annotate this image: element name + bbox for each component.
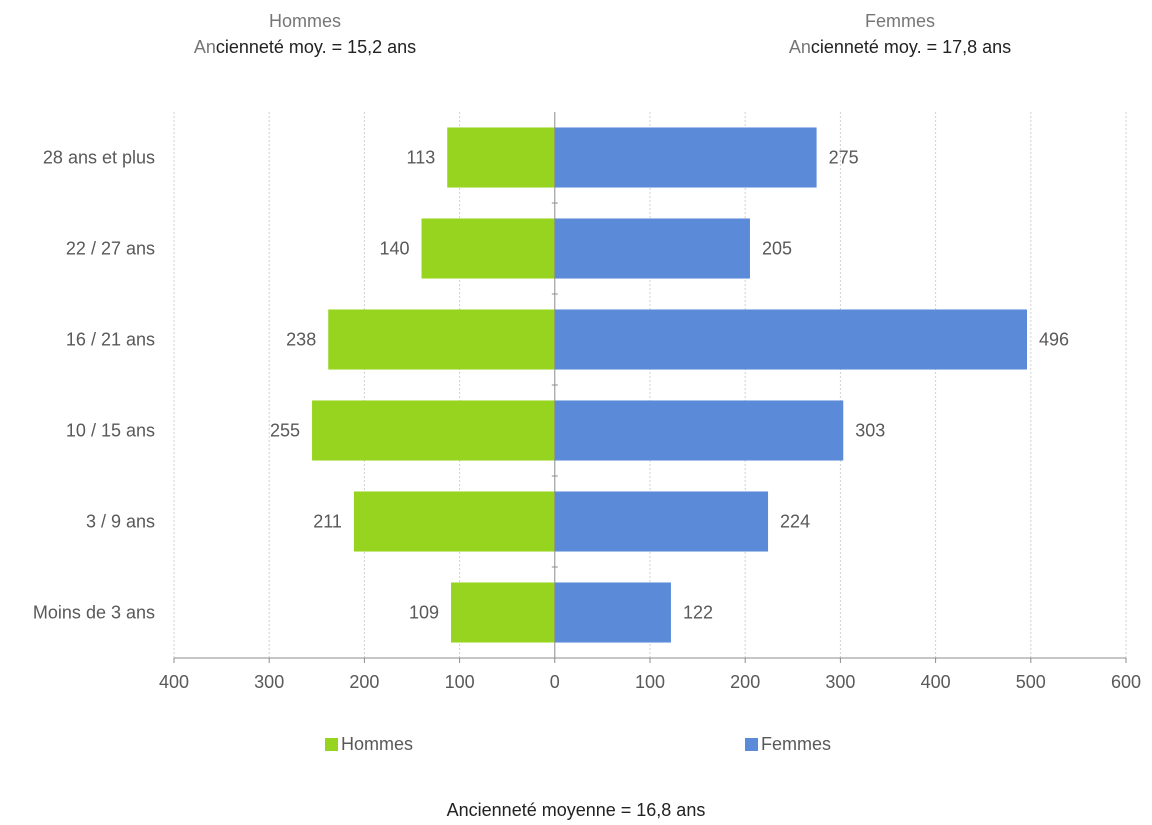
data-label-hommes: 109 <box>409 603 439 623</box>
header-femmes-average-prefix: An <box>788 37 811 57</box>
data-label-hommes: 140 <box>379 239 409 259</box>
data-label-hommes: 211 <box>313 512 342 532</box>
legend-label-hommes: Hommes <box>341 734 414 754</box>
legend-label-femmes: Femmes <box>761 734 832 754</box>
header-femmes-average: Ancienneté moy. = 17,8 ans <box>705 34 1095 60</box>
category-label: Moins de 3 ans <box>33 603 155 623</box>
header-hommes-average: Ancienneté moy. = 15,2 ans <box>110 34 500 60</box>
x-tick-label: 500 <box>1016 672 1046 692</box>
x-tick-label: 200 <box>730 672 760 692</box>
data-label-femmes: 303 <box>855 421 885 441</box>
footer-average: Ancienneté moyenne = 16,8 ans <box>446 800 706 820</box>
bar-femmes <box>554 127 817 188</box>
data-label-femmes: 275 <box>829 148 859 168</box>
header-femmes: Femmes Ancienneté moy. = 17,8 ans <box>705 8 1095 60</box>
bar-hommes <box>312 400 555 461</box>
header-hommes: Hommes Ancienneté moy. = 15,2 ans <box>110 8 500 60</box>
category-label: 22 / 27 ans <box>66 239 155 259</box>
header-hommes-title: Hommes <box>268 11 341 31</box>
x-tick-label: 200 <box>349 672 379 692</box>
data-label-femmes: 205 <box>762 239 792 259</box>
x-tick-label: 100 <box>635 672 665 692</box>
data-label-hommes: 113 <box>407 148 436 168</box>
bar-hommes <box>328 309 555 370</box>
pyramid-chart: 400 300 200 100 0 100 200 300 400 500 600 28 ans et… <box>33 112 1141 692</box>
x-tick-label: 0 <box>550 672 560 692</box>
data-label-femmes: 224 <box>780 512 810 532</box>
x-tick-label: 300 <box>254 672 284 692</box>
legend-item-femmes: Femmes <box>745 734 831 755</box>
data-label-femmes: 496 <box>1039 330 1069 350</box>
legend-swatch-hommes <box>325 738 338 751</box>
header-femmes-title: Femmes <box>864 11 935 31</box>
bar-femmes <box>554 491 769 552</box>
category-label: 28 ans et plus <box>43 148 155 168</box>
category-label: 3 / 9 ans <box>86 512 155 532</box>
data-label-femmes: 122 <box>683 603 713 623</box>
header-hommes-average-prefix: An <box>193 37 216 57</box>
bar-femmes <box>554 309 1027 370</box>
legend-swatch-femmes <box>745 738 758 751</box>
bar-femmes <box>554 582 671 643</box>
x-tick-label: 600 <box>1111 672 1141 692</box>
x-tick-label: 300 <box>825 672 855 692</box>
bar-hommes <box>447 127 555 188</box>
data-label-hommes: 255 <box>270 421 300 441</box>
x-tick-label: 400 <box>159 672 189 692</box>
bar-hommes <box>353 491 555 552</box>
bar-hommes <box>421 218 555 279</box>
header-hommes-average-rest: cienneté moy. = 15,2 ans <box>215 37 417 57</box>
x-tick-label: 400 <box>921 672 951 692</box>
category-label: 10 / 15 ans <box>66 421 155 441</box>
legend-item-hommes: Hommes <box>325 734 413 755</box>
x-tick-label: 100 <box>445 672 475 692</box>
bar-femmes <box>554 218 750 279</box>
bar-femmes <box>554 400 844 461</box>
category-label: 16 / 21 ans <box>66 330 155 350</box>
header-femmes-average-rest: cienneté moy. = 17,8 ans <box>810 37 1012 57</box>
bar-hommes <box>451 582 555 643</box>
data-label-hommes: 238 <box>286 330 316 350</box>
